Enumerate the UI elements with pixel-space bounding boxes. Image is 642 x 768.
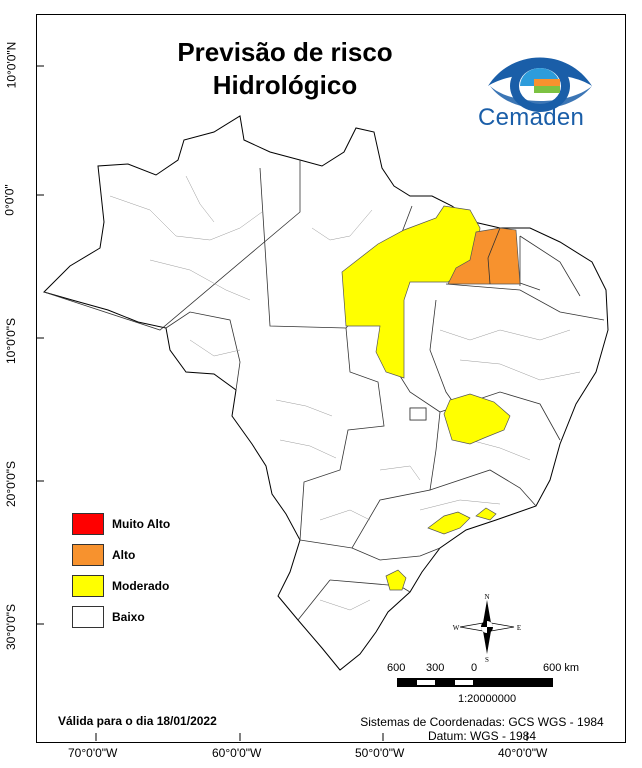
legend-item-moderado: Moderado [72,570,170,601]
scale-label-300: 300 [426,662,445,674]
graticule-ticks [36,65,528,741]
legend-swatch [72,512,104,535]
legend-item-alto: Alto [72,539,170,570]
legend-swatch [72,574,104,597]
legend-label: Moderado [112,578,170,593]
compass-e: E [517,624,521,632]
lon-label-40w: 40°0'0"W [498,746,548,760]
legend-swatch [72,605,104,628]
cemaden-eye-logo-icon [488,57,592,112]
legend-label: Alto [112,547,136,562]
risk-moderado-areas [341,205,511,591]
brand-name: Cemaden [478,104,585,131]
legend-swatch [72,543,104,566]
legend-item-baixo: Baixo [72,601,170,632]
map-title: Previsão de risco Hidrológico [150,36,420,102]
datum: Datum: WGS - 1984 [427,729,537,743]
lon-label-70w: 70°0'0"W [68,746,118,760]
state-divider [487,227,501,285]
lon-label-60w: 60°0'0"W [212,746,262,760]
legend: Muito Alto Alto Moderado Baixo [72,508,170,632]
scale-label-600km: 600 km [543,662,580,674]
title-line-2: Hidrológico [212,70,358,100]
compass-n: N [484,593,489,601]
reservoir-marker [409,407,427,421]
compass-s: S [485,656,489,662]
scale-label-0: 0 [471,662,478,674]
legend-label: Baixo [112,609,145,624]
scale-label-600: 600 [387,662,406,674]
region-subdivisions [109,175,581,611]
legend-label: Muito Alto [112,516,171,531]
coordinate-info: Sistemas de Coordenadas: GCS WGS - 1984 … [352,715,612,743]
legend-item-muito-alto: Muito Alto [72,508,170,539]
scale-bar [397,678,553,687]
coord-system: Sistemas de Coordenadas: GCS WGS - 1984 [360,715,604,729]
lon-label-50w: 50°0'0"W [355,746,405,760]
scale-ratio: 1:20000000 [458,693,517,705]
compass-w: W [453,624,460,632]
compass-rose-icon: N S E W [453,593,521,662]
risk-alto-area [447,227,521,285]
title-line-1: Previsão de risco [177,37,393,67]
valid-date-text: Válida para o dia 18/01/2022 [58,714,217,728]
